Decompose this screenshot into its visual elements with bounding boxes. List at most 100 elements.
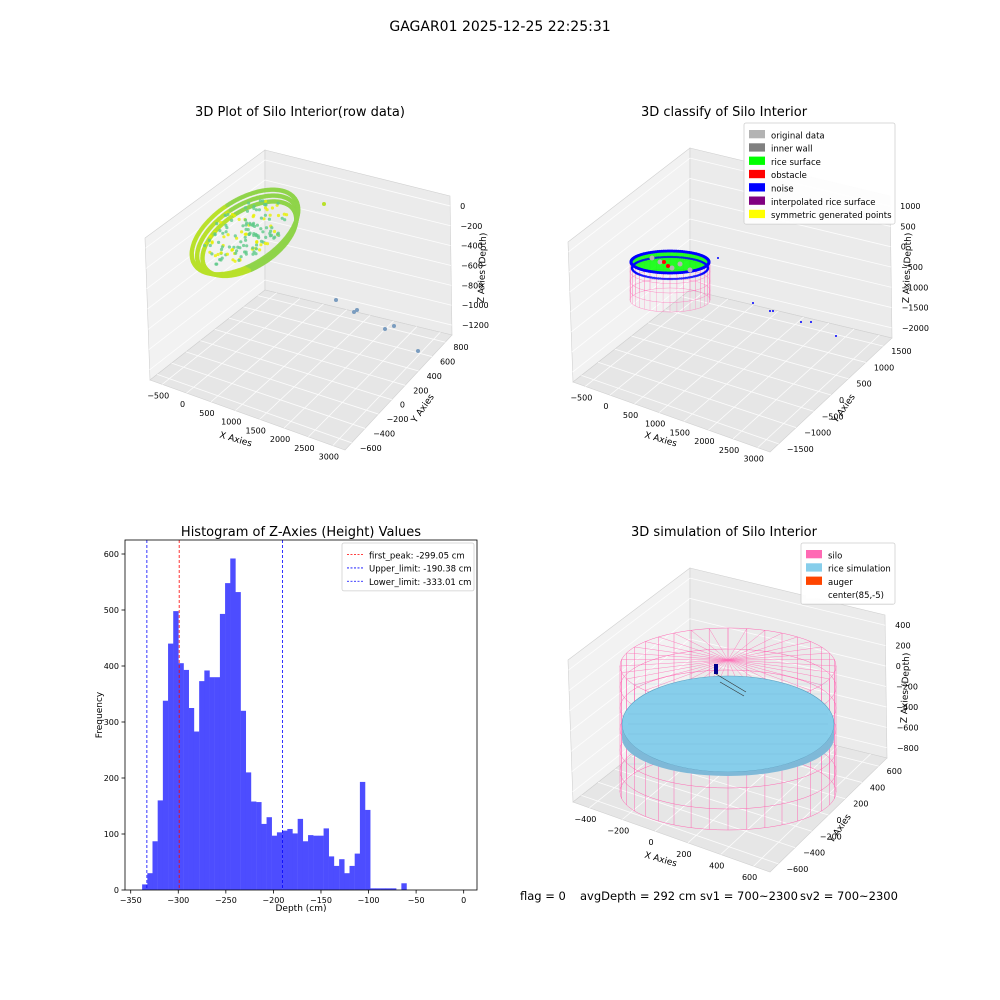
- y-tick-label: −1000: [804, 429, 831, 438]
- legend-swatch: [806, 577, 822, 585]
- legend-swatch: [806, 550, 822, 558]
- x-tick-label: 2500: [294, 444, 314, 453]
- histogram-bar: [256, 802, 261, 890]
- legend-label: symmetric generated points: [771, 211, 892, 221]
- histogram-y-label: Frequency: [95, 691, 105, 738]
- x-tick-label: 500: [623, 411, 638, 420]
- histogram-legend: first_peak: -299.05 cm Upper_limit: -190.…: [342, 543, 474, 591]
- z-tick-label: −1500: [902, 304, 929, 313]
- y-tick-label: 600: [440, 358, 455, 367]
- classify-plot-title: 3D classify of Silo Interior: [641, 105, 808, 120]
- histogram-bar: [267, 817, 272, 890]
- histogram-bar: [199, 681, 204, 890]
- x-tick-label: −200: [607, 827, 629, 836]
- histogram-bar: [152, 841, 157, 890]
- histogram-bar: [246, 772, 251, 890]
- y-tick-label: −400: [373, 429, 395, 438]
- histogram-y-tick: 500: [104, 606, 119, 615]
- x-tick-label: −500: [147, 391, 169, 400]
- y-tick-label: 400: [427, 372, 442, 381]
- legend-swatch: [806, 590, 822, 598]
- legend-label: obstacle: [771, 171, 807, 181]
- x-tick-label: 0: [180, 400, 185, 409]
- histogram-bar: [365, 810, 370, 890]
- histogram-x-tick: −50: [408, 896, 425, 905]
- y-tick-label: −600: [360, 444, 382, 453]
- histogram-bar: [344, 873, 349, 890]
- histogram-y-tick: 600: [104, 550, 119, 559]
- histogram-bar: [277, 832, 282, 890]
- histogram-bar: [241, 711, 246, 890]
- x-tick-label: 3000: [319, 453, 339, 462]
- x-tick-label: −500: [570, 393, 592, 402]
- classify-plot-y-label: Y Axies: [830, 392, 858, 425]
- z-tick-label: 500: [900, 222, 915, 231]
- histogram-x-ticks: −350 −300 −250 −200 −150 −100 −50 0: [120, 890, 467, 905]
- histogram-bar: [235, 592, 240, 890]
- legend-swatch: [749, 197, 765, 205]
- x-tick-label: 400: [709, 862, 724, 871]
- y-tick-label: 600: [887, 767, 902, 776]
- histogram-x-tick: −300: [167, 896, 189, 905]
- y-tick-label: −400: [803, 849, 825, 858]
- histogram-bar: [318, 836, 323, 890]
- y-tick-label: 200: [413, 386, 428, 395]
- histogram-bar: [303, 841, 308, 890]
- histogram-bar: [189, 708, 194, 890]
- legend-label: center(85,-5): [828, 591, 884, 601]
- x-tick-label: 1000: [645, 420, 665, 429]
- simulation-legend: silorice simulationaugercenter(85,-5): [801, 543, 895, 604]
- legend-label: rice surface: [771, 158, 821, 168]
- x-tick-label: 500: [199, 409, 214, 418]
- histogram-bar: [401, 883, 406, 890]
- legend-label: auger: [828, 578, 853, 588]
- histogram-bar: [215, 677, 220, 890]
- y-tick-label: 500: [856, 380, 871, 389]
- histogram-bar: [334, 866, 339, 890]
- x-tick-label: 1500: [246, 426, 266, 435]
- legend-swatch: [749, 143, 765, 151]
- histogram-x-tick: 0: [461, 896, 466, 905]
- histogram-y-tick: 0: [114, 886, 119, 895]
- rice-surface: [622, 676, 834, 776]
- figure-suptitle: GAGAR01 2025-12-25 22:25:31: [389, 19, 610, 35]
- simulation-plot-title: 3D simulation of Silo Interior: [631, 525, 818, 540]
- x-tick-label: −400: [574, 815, 596, 824]
- y-tick-label: 0: [400, 401, 405, 410]
- simulation-plot-x-label: X Axies: [643, 851, 678, 870]
- histogram-bar: [194, 732, 199, 890]
- legend-label: interpolated rice surface: [771, 198, 876, 208]
- y-tick-label: 800: [453, 343, 468, 352]
- classify-legend: original data inner wall rice surface obsta…: [744, 123, 895, 224]
- histogram-bar: [230, 558, 235, 890]
- raw-data-3d-plot: 3D Plot of Silo Interior(row data) −5000…: [145, 105, 489, 462]
- simulation-plot-z-label: Z Axies (Depth): [900, 653, 912, 724]
- y-tick-label: −1500: [787, 445, 814, 454]
- x-tick-label: 200: [676, 850, 691, 859]
- x-tick-label: 1500: [670, 428, 690, 437]
- x-tick-label: 0: [649, 838, 654, 847]
- x-tick-label: 2000: [270, 435, 290, 444]
- legend-label: silo: [828, 551, 842, 561]
- z-tick-label: 1000: [900, 202, 920, 211]
- histogram-bar: [324, 828, 329, 890]
- legend-swatch: [749, 130, 765, 138]
- legend-label: Upper_limit: -190.38 cm: [369, 565, 472, 575]
- legend-swatch: [749, 170, 765, 178]
- histogram-x-tick: −250: [215, 896, 237, 905]
- histogram-bar: [225, 583, 230, 890]
- histogram-bar: [339, 859, 344, 890]
- legend-label: first_peak: -299.05 cm: [369, 551, 465, 561]
- histogram-x-tick: −100: [358, 896, 380, 905]
- histogram-x-tick: −350: [120, 896, 142, 905]
- x-tick-label: 2000: [694, 437, 714, 446]
- y-tick-label: 1000: [874, 363, 894, 372]
- histogram-bar: [292, 833, 297, 890]
- histogram-bar: [313, 836, 318, 890]
- avg-depth-status: avgDepth = 292 cm: [580, 889, 696, 903]
- histogram-y-tick: 100: [104, 830, 119, 839]
- histogram-x-label: Depth (cm): [275, 904, 326, 914]
- histogram-bar: [168, 644, 173, 890]
- x-tick-label: 0: [603, 402, 608, 411]
- histogram-y-tick: 300: [104, 718, 119, 727]
